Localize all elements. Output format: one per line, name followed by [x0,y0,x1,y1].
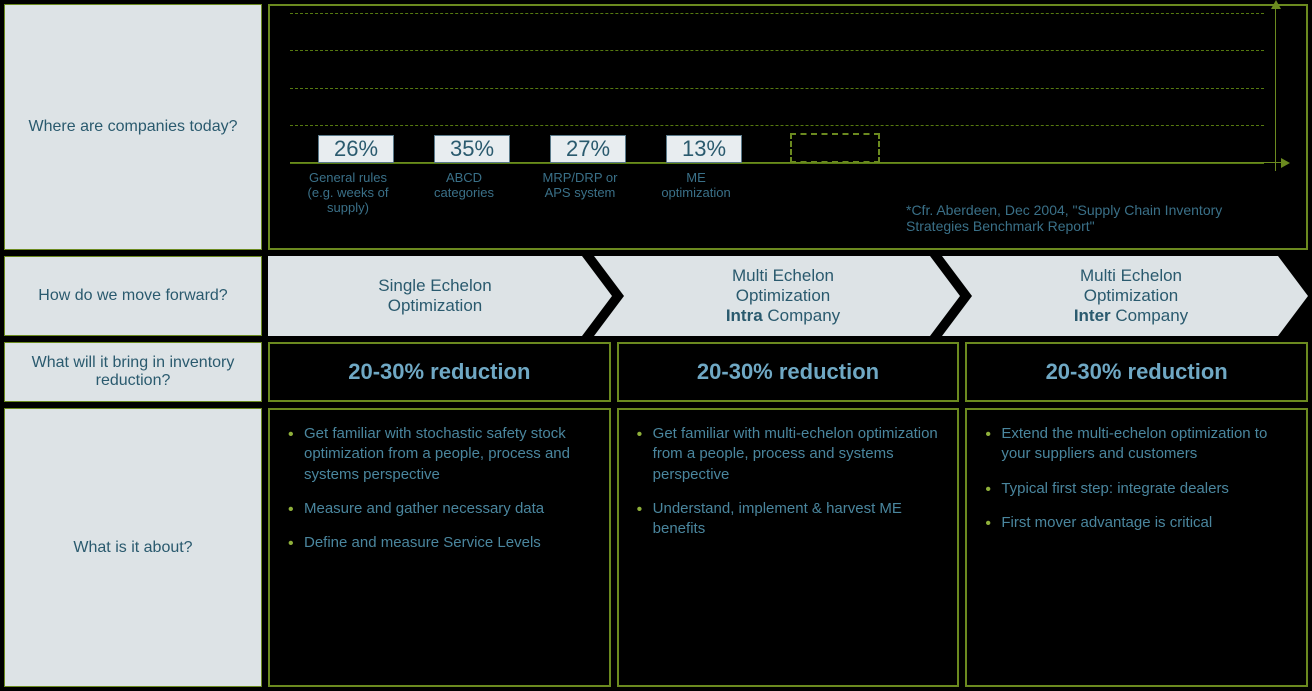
x-label-3: ME optimization [650,170,742,215]
reduction-row: 20-30% reduction20-30% reduction20-30% r… [268,342,1308,402]
layout-grid: Where are companies today? 26% 35% 27% 13% … [4,4,1308,687]
chevron-1: Multi EchelonOptimizationIntra Company [594,256,960,336]
gridline [290,125,1264,126]
x-label-1: ABCD categories [418,170,510,215]
future-placeholder [790,133,880,163]
bullet-0-0: Get familiar with stochastic safety stoc… [282,424,593,485]
bullet-1-1: Understand, implement & harvest ME benef… [631,499,942,540]
bar-0: 26% [318,135,394,163]
bullet-0-2: Define and measure Service Levels [282,533,593,553]
bar-3: 13% [666,135,742,163]
chevron-row: Single EchelonOptimizationMulti EchelonO… [268,256,1308,336]
bullet-2-1: Typical first step: integrate dealers [979,479,1290,499]
gridline [290,13,1264,14]
bullets-col-0: Get familiar with stochastic safety stoc… [268,408,611,687]
reduction-1: 20-30% reduction [617,342,960,402]
row2-label: How do we move forward? [4,256,262,336]
bar-2: 27% [550,135,626,163]
bullet-1-0: Get familiar with multi-echelon optimiza… [631,424,942,485]
chart-panel: 26% 35% 27% 13% General rules (e.g. weeks o… [268,4,1308,250]
row1-label: Where are companies today? [4,4,262,250]
bullets-row: Get familiar with stochastic safety stoc… [268,408,1308,687]
chevron-2: Multi EchelonOptimizationInter Company [942,256,1308,336]
bullets-col-1: Get familiar with multi-echelon optimiza… [617,408,960,687]
bar-1: 35% [434,135,510,163]
bullet-2-2: First mover advantage is critical [979,513,1290,533]
y-axis-arrow-icon [1275,6,1276,171]
gridline [290,50,1264,51]
row4-label: What is it about? [4,408,262,687]
x-label-2: MRP/DRP or APS system [534,170,626,215]
bar-chart: 26% 35% 27% 13% [290,14,1264,164]
bullets-col-2: Extend the multi-echelon optimization to… [965,408,1308,687]
gridline [290,88,1264,89]
row3-label: What will it bring in inventory reductio… [4,342,262,402]
reduction-2: 20-30% reduction [965,342,1308,402]
reduction-0: 20-30% reduction [268,342,611,402]
bullet-0-1: Measure and gather necessary data [282,499,593,519]
bars-container: 26% 35% 27% 13% [290,14,1264,163]
bullet-2-0: Extend the multi-echelon optimization to… [979,424,1290,465]
chart-citation: *Cfr. Aberdeen, Dec 2004, "Supply Chain … [906,202,1266,234]
chevron-0: Single EchelonOptimization [268,256,612,336]
x-label-0: General rules (e.g. weeks of supply) [302,170,394,215]
